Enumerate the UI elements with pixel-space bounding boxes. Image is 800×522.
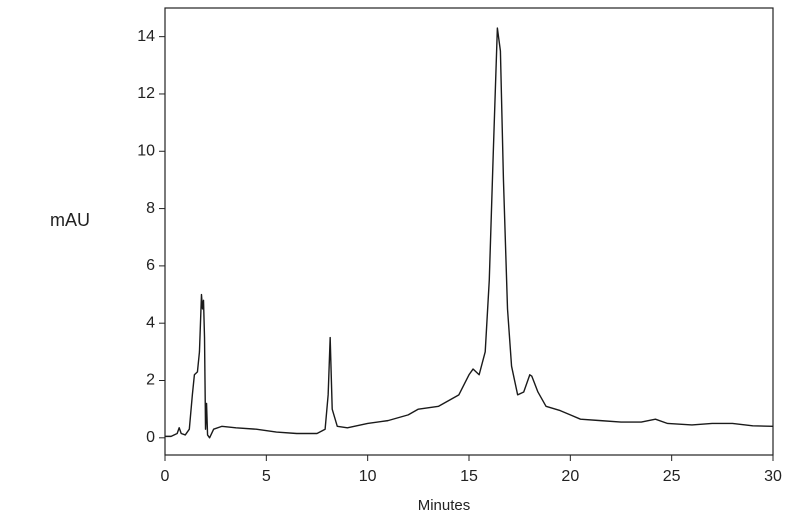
x-tick-label: 30 [764, 468, 782, 485]
y-tick-label: 0 [146, 429, 155, 446]
y-tick-label: 2 [146, 372, 155, 389]
y-axis-label: mAU [50, 210, 90, 230]
y-tick-label: 6 [146, 257, 155, 274]
x-tick-label: 25 [663, 468, 681, 485]
x-axis-label: Minutes [418, 497, 471, 514]
x-tick-label: 15 [460, 468, 478, 485]
x-tick-label: 5 [262, 468, 271, 485]
x-tick-label: 10 [359, 468, 377, 485]
signal-line [165, 27, 774, 439]
x-tick-label: 0 [161, 468, 170, 485]
y-tick-label: 4 [146, 314, 155, 331]
y-tick-label: 10 [137, 142, 155, 159]
plot-frame [164, 7, 774, 456]
y-tick-label: 8 [146, 200, 155, 217]
y-tick-label: 14 [137, 28, 155, 45]
x-tick-label: 20 [561, 468, 579, 485]
y-tick-label: 12 [137, 85, 155, 102]
